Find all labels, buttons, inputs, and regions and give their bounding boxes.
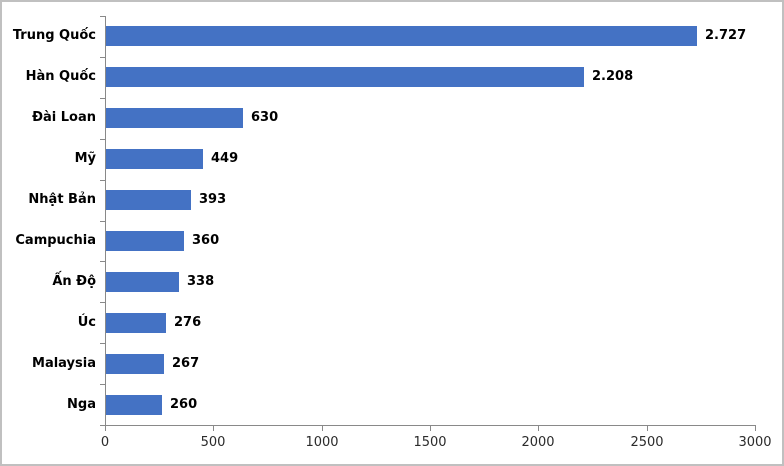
value-label: 2.208: [592, 69, 634, 84]
category-label: Nhật Bản: [28, 192, 96, 207]
y-axis-tick: [100, 302, 105, 303]
y-axis-tick: [100, 221, 105, 222]
bar: [106, 313, 166, 333]
y-axis-tick: [100, 139, 105, 140]
value-label: 360: [192, 233, 220, 248]
y-axis-tick: [100, 98, 105, 99]
value-label: 630: [251, 110, 279, 125]
bar: [106, 190, 191, 210]
category-label: Campuchia: [15, 233, 96, 248]
y-axis-tick: [100, 180, 105, 181]
x-axis-tick-label: 500: [200, 435, 226, 450]
x-axis-tick: [430, 425, 431, 431]
value-label: 338: [187, 274, 215, 289]
category-label: Ấn Độ: [52, 274, 96, 289]
value-label: 267: [172, 356, 200, 371]
bar: [106, 67, 584, 87]
bar: [106, 272, 179, 292]
bar: [106, 395, 162, 415]
bar: [106, 149, 203, 169]
category-label: Mỹ: [74, 151, 96, 166]
value-label: 260: [170, 397, 198, 412]
x-axis-tick-label: 3000: [738, 435, 772, 450]
x-axis-tick: [105, 425, 106, 431]
bar: [106, 231, 184, 251]
y-axis-tick: [100, 425, 105, 426]
y-axis-tick: [100, 261, 105, 262]
category-label: Đài Loan: [32, 110, 96, 125]
x-axis-tick: [322, 425, 323, 431]
bar: [106, 26, 697, 46]
y-axis-tick: [100, 343, 105, 344]
y-axis-tick: [100, 16, 105, 17]
category-label: Trung Quốc: [12, 28, 96, 43]
value-label: 393: [199, 192, 227, 207]
x-axis-tick: [213, 425, 214, 431]
x-axis-tick: [538, 425, 539, 431]
y-axis-tick: [100, 384, 105, 385]
category-label: Hàn Quốc: [25, 69, 96, 84]
x-axis-tick-label: 1000: [305, 435, 339, 450]
value-label: 276: [174, 315, 202, 330]
x-axis-tick: [647, 425, 648, 431]
category-label: Úc: [77, 315, 96, 330]
value-label: 2.727: [705, 28, 747, 43]
y-axis-line: [105, 16, 106, 425]
category-label: Malaysia: [32, 356, 96, 371]
x-axis-tick-label: 1500: [413, 435, 447, 450]
category-label: Nga: [67, 397, 96, 412]
y-axis-tick: [100, 57, 105, 58]
x-axis-tick-label: 2000: [521, 435, 555, 450]
bar: [106, 108, 243, 128]
x-axis-tick-label: 2500: [630, 435, 664, 450]
x-axis-tick: [755, 425, 756, 431]
value-label: 449: [211, 151, 239, 166]
bar: [106, 354, 164, 374]
x-axis-tick-label: 0: [100, 435, 110, 450]
